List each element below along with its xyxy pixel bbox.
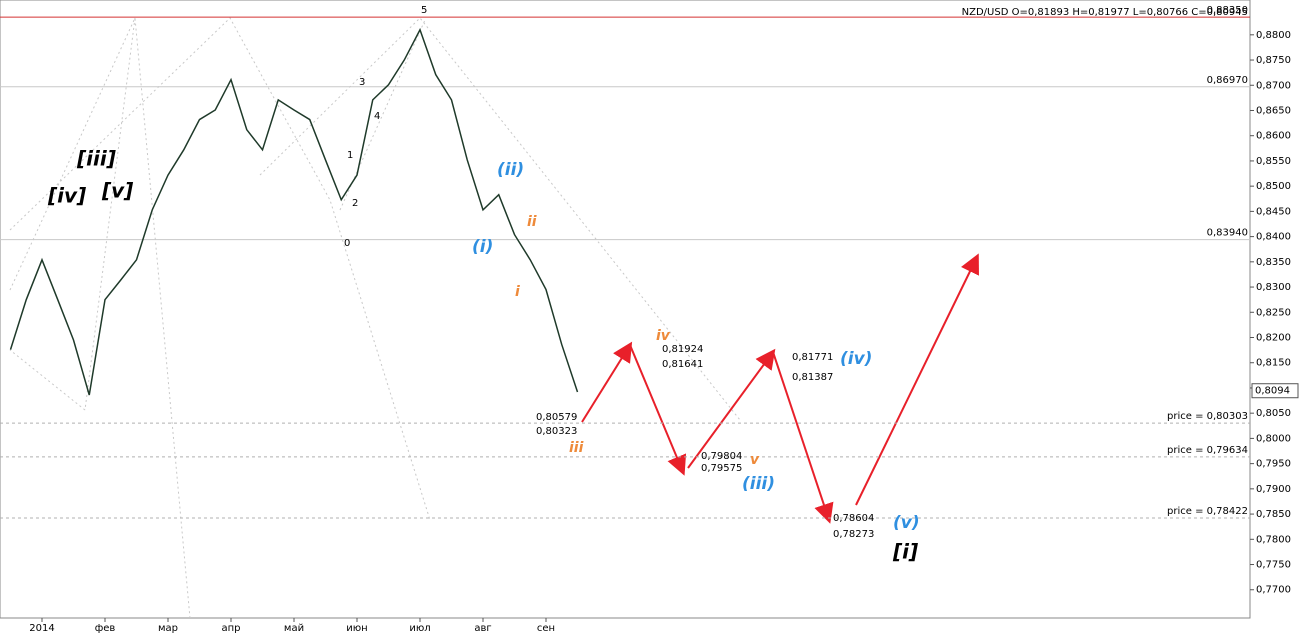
level-label: price = 0,79634 [1167, 445, 1248, 456]
x-tick-label: авг [474, 623, 491, 634]
wave-label: (iv) [840, 349, 872, 369]
x-tick-label: июл [409, 623, 430, 634]
y-tick-label: 0,8500 [1256, 181, 1291, 192]
y-tick-label: 0,8650 [1256, 105, 1291, 116]
y-tick-label: 0,7850 [1256, 509, 1291, 520]
price-label: 0,79575 [701, 463, 742, 474]
price-label: 0,80323 [536, 426, 577, 437]
price-line [9, 27, 579, 396]
y-tick-label: 0,7950 [1256, 459, 1291, 470]
price-label: 0,81771 [792, 352, 833, 363]
y-tick-label: 0,8050 [1256, 408, 1291, 419]
y-tick-label: 0,7750 [1256, 560, 1291, 571]
y-tick-label: 0,8700 [1256, 80, 1291, 91]
current-price-box [1251, 383, 1299, 399]
level-label: 0,86970 [1207, 75, 1248, 86]
wave-label: [iii] [76, 147, 116, 171]
y-tick-label: 0,8550 [1256, 156, 1291, 167]
y-tick-label: 0,8600 [1256, 131, 1291, 142]
forecast-arrows [581, 253, 979, 524]
x-tick-label: апр [221, 623, 240, 634]
price-label: 0,78604 [833, 513, 874, 524]
wave-label: 3 [359, 77, 365, 88]
y-tick-label: 0,8200 [1256, 333, 1291, 344]
y-tick-label: 0,8150 [1256, 358, 1291, 369]
y-tick-label: 0,7700 [1256, 585, 1291, 596]
wave-label: 2 [352, 198, 358, 209]
price-label: 0,81387 [792, 372, 833, 383]
trend-lines [9, 16, 741, 619]
price-label: 0,78273 [833, 529, 874, 540]
y-tick-label: 0,8000 [1256, 433, 1291, 444]
x-tick-label: мар [158, 623, 178, 634]
wave-label: iii [569, 440, 584, 456]
level-label: price = 0,80303 [1167, 411, 1248, 422]
x-tick-label: сен [537, 623, 555, 634]
current-price-label: 0,8094 [1255, 386, 1290, 397]
y-tick-label: 0,8300 [1256, 282, 1291, 293]
price-label: 0,79804 [701, 451, 742, 462]
wave-label: (iii) [742, 474, 775, 494]
wave-label: 4 [374, 111, 380, 122]
wave-label: 0 [344, 238, 350, 249]
wave-label: iv [656, 328, 671, 344]
y-tick-label: 0,8350 [1256, 257, 1291, 268]
wave-label: [iv] [47, 184, 86, 208]
wave-label: 1 [347, 150, 353, 161]
wave-label: 5 [421, 5, 427, 16]
price-label: 0,80579 [536, 412, 577, 423]
wave-label: (i) [472, 237, 493, 257]
level-label: 0,83940 [1207, 228, 1248, 239]
wave-label: v [750, 452, 760, 468]
level-label: 0,88350 [1207, 5, 1248, 16]
wave-label: (v) [893, 513, 920, 533]
wave-label: i [515, 284, 520, 300]
price-label: 0,81924 [662, 344, 703, 355]
y-tick-label: 0,8250 [1256, 307, 1291, 318]
x-tick-label: 2014 [29, 623, 54, 634]
price-label: 0,81641 [662, 359, 703, 370]
wave-label: [i] [892, 540, 918, 564]
y-tick-label: 0,8750 [1256, 55, 1291, 66]
y-tick-label: 0,7900 [1256, 484, 1291, 495]
y-tick-label: 0,8450 [1256, 206, 1291, 217]
annotations: [iii] [iv] [v] (ii) (i) ii i 0 1 2 3 4 5… [47, 5, 920, 564]
level-label: price = 0,78422 [1167, 506, 1248, 517]
plot-area [0, 0, 1251, 619]
y-tick-label: 0,8400 [1256, 232, 1291, 243]
x-tick-label: фев [95, 623, 116, 634]
x-tick-label: июн [346, 623, 367, 634]
wave-label: [v] [101, 179, 133, 203]
header: NZD/USD O=0,81893 H=0,81977 L=0,80766 C=… [962, 7, 1248, 18]
wave-label: (ii) [497, 160, 524, 180]
x-tick-label: май [284, 623, 304, 634]
y-tick-label: 0,8800 [1256, 30, 1291, 41]
wave-label: ii [527, 214, 537, 230]
y-tick-label: 0,7800 [1256, 534, 1291, 545]
